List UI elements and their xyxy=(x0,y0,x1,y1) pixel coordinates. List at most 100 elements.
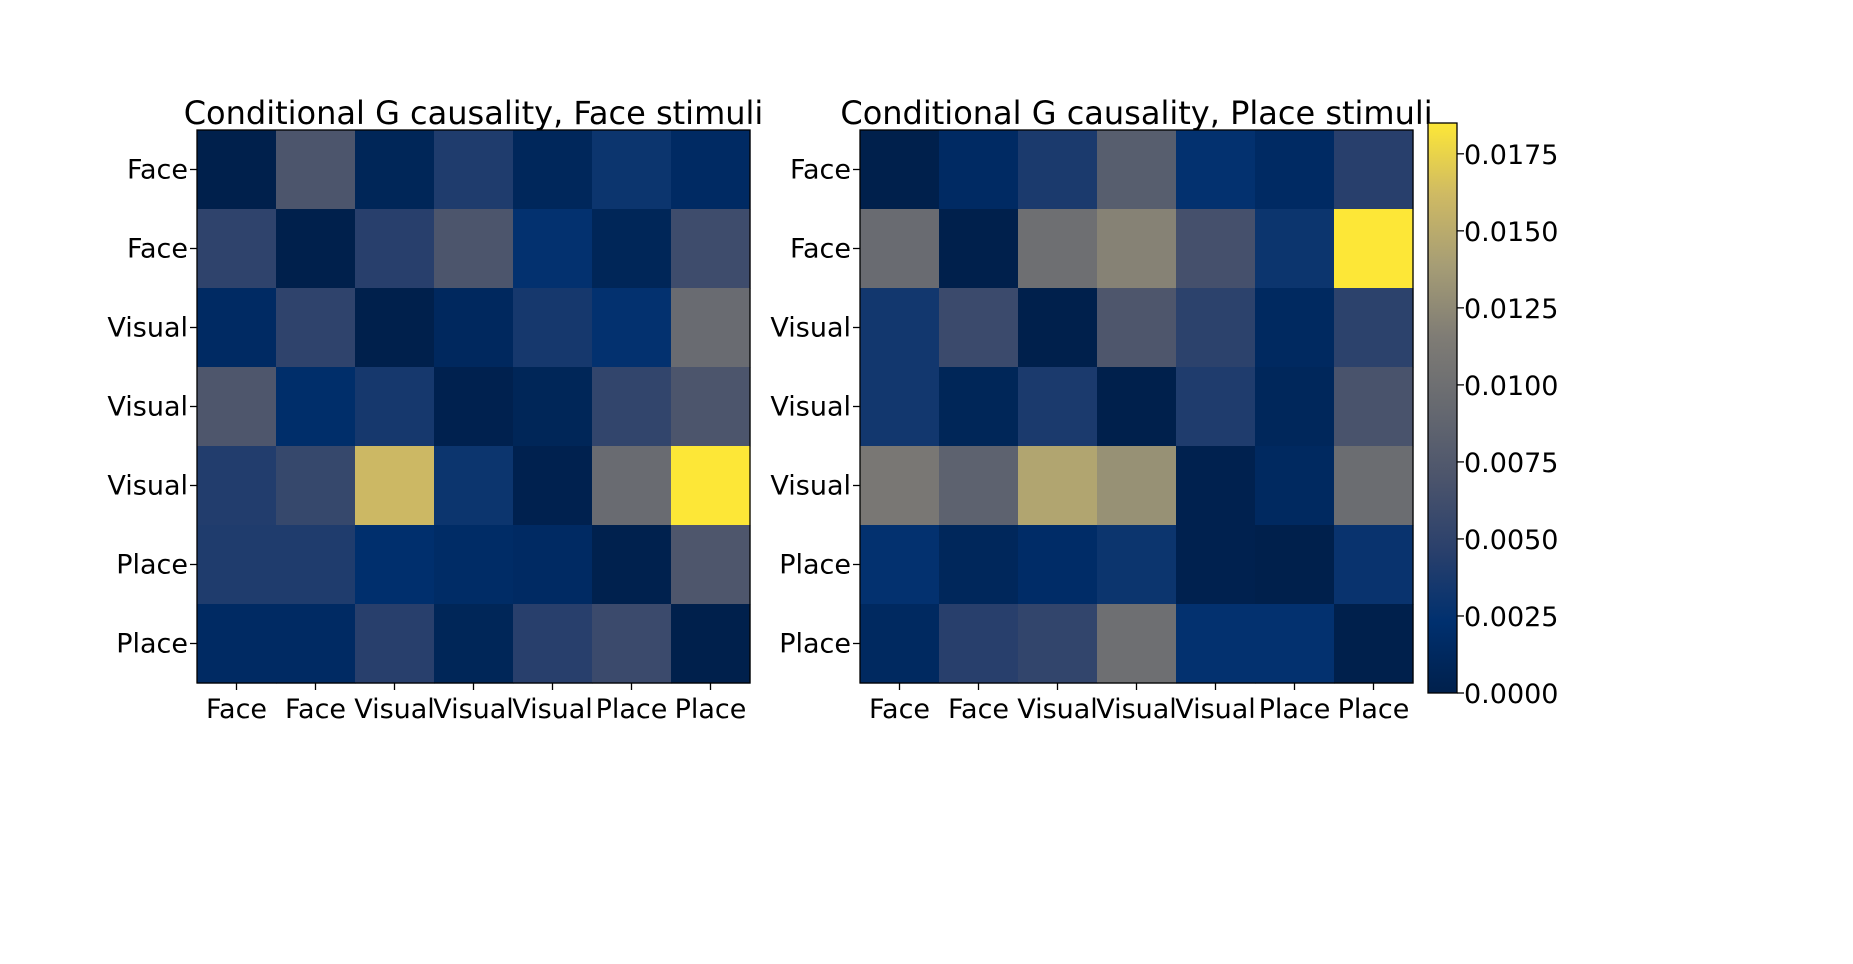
heatmap-cell xyxy=(1018,525,1098,605)
heatmap-cell xyxy=(1334,130,1414,210)
colorbar-tick-label: 0.0025 xyxy=(1464,602,1558,633)
heatmap-cell xyxy=(513,209,593,289)
heatmap-cell xyxy=(1255,446,1335,526)
y-tick-label: Visual xyxy=(107,313,188,344)
heatmap-cell xyxy=(197,209,277,289)
heatmap-cell xyxy=(1176,604,1256,684)
heatmap-cell xyxy=(1176,288,1256,368)
heatmap-cell xyxy=(513,288,593,368)
heatmap-cell xyxy=(671,604,751,684)
heatmap-cell xyxy=(276,367,356,447)
colorbar: 0.0000 0.0025 0.0050 0.0075 0.0100 0.0125 0.01… xyxy=(1427,122,1558,710)
colorbar-tick-label: 0.0100 xyxy=(1464,371,1558,402)
heatmap-cell xyxy=(197,604,277,684)
heatmap-cell xyxy=(1255,288,1335,368)
heatmap-cell xyxy=(1097,367,1177,447)
heatmap-cell xyxy=(276,525,356,605)
x-tick-label: Visual xyxy=(433,694,514,725)
x-tick-label: Place xyxy=(596,694,668,725)
heatmap-cell xyxy=(276,446,356,526)
heatmap-cell xyxy=(276,604,356,684)
heatmap-cell xyxy=(592,525,672,605)
heatmap-face-stimuli: Conditional G causality, Face stimuli Fa… xyxy=(107,94,763,725)
x-tick-label: Face xyxy=(948,694,1009,725)
y-tick-label: Place xyxy=(116,629,188,660)
x-tick-label: Face xyxy=(869,694,930,725)
heatmap-cell xyxy=(513,446,593,526)
x-tick-label: Face xyxy=(206,694,267,725)
heatmap-cell xyxy=(860,367,940,447)
heatmap-cell xyxy=(860,130,940,210)
heatmap-cell xyxy=(1334,446,1414,526)
heatmap-cell xyxy=(355,209,435,289)
colorbar-tick-label: 0.0050 xyxy=(1464,525,1558,556)
heatmap-cell xyxy=(355,604,435,684)
heatmap-cell xyxy=(1097,130,1177,210)
y-tick-label: Face xyxy=(790,234,851,265)
heatmap-cell xyxy=(1018,130,1098,210)
heatmap-cell xyxy=(860,604,940,684)
heatmap-cell xyxy=(434,288,514,368)
x-tick-label: Place xyxy=(1338,694,1410,725)
heatmap-cell xyxy=(513,525,593,605)
heatmap-cell xyxy=(197,367,277,447)
colorbar-tick-label: 0.0175 xyxy=(1464,140,1558,171)
heatmap-cell xyxy=(1176,446,1256,526)
heatmap-cell xyxy=(434,525,514,605)
heatmap-cell xyxy=(1176,130,1256,210)
heatmap-cell xyxy=(860,525,940,605)
heatmap-cell xyxy=(1334,525,1414,605)
heatmap-cell xyxy=(1097,288,1177,368)
x-tick-label: Visual xyxy=(1175,694,1256,725)
heatmap-cell xyxy=(1334,604,1414,684)
heatmap-cell xyxy=(1255,209,1335,289)
colorbar-frame xyxy=(1427,122,1458,694)
heatmap-cell xyxy=(671,525,751,605)
heatmap-cell xyxy=(355,288,435,368)
x-tick-label: Visual xyxy=(1096,694,1177,725)
heatmap-cell xyxy=(1334,288,1414,368)
heatmap-cell xyxy=(513,130,593,210)
heatmap-cell xyxy=(355,446,435,526)
heatmap-cell xyxy=(1255,525,1335,605)
colorbar-tick-label: 0.0150 xyxy=(1464,217,1558,248)
heatmap-cell xyxy=(671,288,751,368)
heatmap-cell xyxy=(1334,367,1414,447)
heatmap-cell xyxy=(939,130,1019,210)
heatmap-cell xyxy=(1097,446,1177,526)
x-tick-label: Place xyxy=(675,694,747,725)
heatmap-cell xyxy=(939,209,1019,289)
colorbar-tick-label: 0.0000 xyxy=(1464,679,1558,710)
heatmap-cell xyxy=(1018,446,1098,526)
y-tick-label: Visual xyxy=(770,471,851,502)
y-tick-label: Visual xyxy=(770,392,851,423)
y-tick-label: Place xyxy=(116,550,188,581)
heatmap-cell xyxy=(1097,525,1177,605)
heatmap-cell xyxy=(276,130,356,210)
heatmap-cell xyxy=(1255,130,1335,210)
heatmap-cell xyxy=(434,130,514,210)
chart-title-face: Conditional G causality, Face stimuli xyxy=(184,94,764,132)
heatmap-cell xyxy=(434,367,514,447)
y-tick-label: Place xyxy=(779,629,851,660)
colorbar-tick-label: 0.0075 xyxy=(1464,448,1558,479)
heatmap-cell xyxy=(1018,604,1098,684)
heatmap-cell xyxy=(1176,525,1256,605)
heatmap-cell xyxy=(1334,209,1414,289)
chart-title-place: Conditional G causality, Place stimuli xyxy=(840,94,1432,132)
colorbar-tick-label: 0.0125 xyxy=(1464,294,1558,325)
heatmap-cell xyxy=(592,288,672,368)
heatmap-cell xyxy=(1176,367,1256,447)
heatmap-cell xyxy=(1018,367,1098,447)
x-tick-label: Visual xyxy=(354,694,435,725)
heatmap-cell xyxy=(197,525,277,605)
y-tick-label: Visual xyxy=(107,471,188,502)
heatmap-place-stimuli: Conditional G causality, Place stimuli F… xyxy=(770,94,1432,725)
heatmap-cell xyxy=(939,446,1019,526)
y-tick-label: Place xyxy=(779,550,851,581)
x-tick-label: Place xyxy=(1259,694,1331,725)
y-tick-label: Visual xyxy=(770,313,851,344)
heatmap-cell xyxy=(671,446,751,526)
heatmap-cell xyxy=(434,604,514,684)
